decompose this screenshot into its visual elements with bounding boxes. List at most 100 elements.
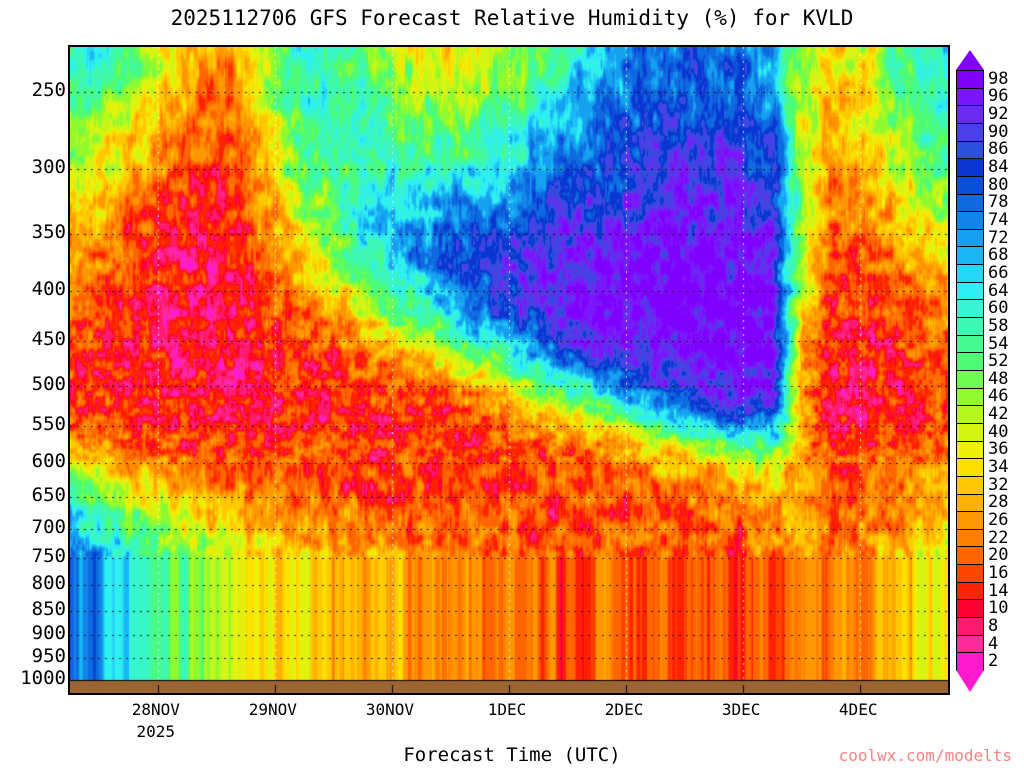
colorbar-swatch: [956, 458, 984, 477]
colorbar-tick-label: 80: [988, 174, 1009, 195]
x-axis-tick-label: 1DEC: [487, 700, 527, 719]
colorbar-swatch: [956, 528, 984, 548]
colorbar-tick-label: 54: [988, 333, 1009, 354]
colorbar-swatch: [956, 105, 984, 124]
y-axis-tick-label: 750: [31, 544, 66, 567]
y-axis-tick-label: 550: [31, 413, 66, 436]
colorbar-tick-label: 46: [988, 386, 1009, 407]
colorbar-tick-label: 10: [988, 598, 1009, 619]
colorbar-tick-label: 64: [988, 280, 1009, 301]
y-axis: 250 300 350 400 450 500 550 600 650 700 750 800 850 9…: [0, 0, 66, 768]
relative-humidity-heatmap: [70, 47, 948, 693]
colorbar-tick-label: 22: [988, 527, 1009, 548]
y-axis-tick-label: 800: [31, 572, 66, 595]
colorbar-tick-label: 48: [988, 368, 1009, 389]
y-axis-tick-label: 650: [31, 484, 66, 507]
watermark: coolwx.com/modelts: [838, 746, 1012, 765]
colorbar-tick-label: 26: [988, 510, 1009, 530]
y-axis-tick-label: 500: [31, 372, 66, 395]
colorbar-swatch: [956, 564, 984, 583]
colorbar-tick-label: 42: [988, 404, 1009, 425]
plot-area: [68, 45, 950, 695]
colorbar-tick-label: 8: [988, 615, 999, 636]
colorbar-tick-label: 14: [988, 580, 1009, 601]
x-axis-tick-label: 28NOV: [131, 700, 180, 719]
colorbar-swatch: [956, 246, 984, 266]
colorbar-tick-label: 4: [988, 633, 999, 654]
colorbar-swatch: [956, 440, 984, 460]
colorbar-swatch: [956, 352, 984, 371]
colorbar-swatch: [956, 193, 984, 213]
y-axis-tick-label: 900: [31, 622, 66, 645]
colorbar-tick-label: 98: [988, 68, 1009, 89]
y-axis-tick-label: 400: [31, 278, 66, 301]
colorbar-swatch: [956, 387, 984, 407]
y-axis-tick-label: 700: [31, 515, 66, 538]
colorbar-swatch: [956, 652, 984, 671]
colorbar-tick-label: 40: [988, 421, 1009, 442]
colorbar-tick-label: 86: [988, 139, 1009, 160]
colorbar-tick-label: 60: [988, 298, 1009, 319]
x-axis-tick-label: 2DEC: [604, 700, 644, 719]
x-axis-tick-label: 3DEC: [721, 700, 761, 719]
colorbar-tick-label: 16: [988, 562, 1009, 583]
colorbar-swatch: [956, 334, 984, 354]
colorbar-swatch: [956, 281, 984, 301]
colorbar-tick-label: 74: [988, 210, 1009, 230]
colorbar-swatch: [956, 211, 984, 230]
page-title: 2025112706 GFS Forecast Relative Humidit…: [170, 6, 854, 30]
x-axis-tick-label: 29NOV: [248, 700, 297, 719]
colorbar-tick-label: 96: [988, 86, 1009, 107]
colorbar-tick-label: 66: [988, 262, 1009, 283]
y-axis-tick-label: 350: [31, 221, 66, 244]
colorbar-tick-label: 20: [988, 545, 1009, 566]
colorbar-swatch: [956, 422, 984, 442]
colorbar-tick-label: 84: [988, 157, 1009, 178]
colorbar-swatch: [956, 70, 984, 89]
colorbar-swatch: [956, 599, 984, 619]
colorbar-tick-label: 58: [988, 315, 1009, 336]
colorbar-swatch: [956, 175, 984, 195]
colorbar-swatch: [956, 122, 984, 142]
colorbar-swatch: [956, 158, 984, 177]
colorbar-tick-label: 34: [988, 457, 1009, 478]
x-axis-tick-label: 30NOV: [365, 700, 415, 719]
colorbar-swatch: [956, 405, 984, 424]
colorbar-tick-label: 52: [988, 351, 1009, 372]
colorbar-swatch: [956, 140, 984, 160]
colorbar-bottom-arrow: [956, 670, 984, 692]
colorbar-swatch: [956, 317, 984, 336]
colorbar-swatch: [956, 634, 984, 654]
y-axis-tick-label: 450: [31, 328, 66, 351]
colorbar-swatch: [956, 581, 984, 601]
colorbar-swatch: [956, 87, 984, 107]
colorbar-tick-label: 72: [988, 227, 1009, 248]
y-axis-tick-label: 300: [31, 156, 66, 179]
colorbar-swatch: [956, 370, 984, 389]
colorbar-swatch: [956, 493, 984, 513]
colorbar-swatch: [956, 511, 984, 530]
colorbar-tick-label: 2: [988, 651, 999, 672]
colorbar-tick-label: 90: [988, 121, 1009, 142]
colorbar-tick-label: 28: [988, 492, 1009, 513]
y-axis-tick-label: 250: [31, 78, 66, 101]
colorbar-swatch: [956, 475, 984, 495]
x-axis-title: Forecast Time (UTC): [403, 744, 621, 766]
colorbar-swatch: [956, 264, 984, 283]
y-axis-tick-label: 850: [31, 598, 66, 621]
colorbar-tick-label: 78: [988, 192, 1009, 213]
y-axis-tick-label: 950: [31, 645, 66, 668]
x-axis-tick-label: 4DEC: [838, 700, 878, 719]
colorbar-top-arrow: [956, 50, 984, 70]
colorbar-tick-label: 68: [988, 245, 1009, 266]
colorbar-swatch: [956, 546, 984, 566]
colorbar-tick-label: 32: [988, 474, 1009, 495]
y-axis-tick-label: 600: [31, 450, 66, 473]
colorbar-tick-label: 36: [988, 439, 1009, 460]
y-axis-tick-label: 1000: [20, 667, 66, 689]
x-axis-year-label: 2025: [136, 722, 176, 741]
colorbar-swatch: [956, 228, 984, 248]
colorbar-tick-label: 92: [988, 104, 1009, 125]
colorbar-swatch: [956, 299, 984, 319]
colorbar-swatch: [956, 617, 984, 636]
